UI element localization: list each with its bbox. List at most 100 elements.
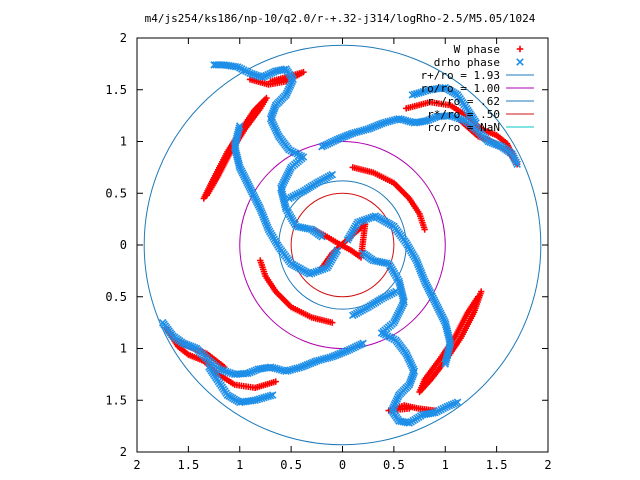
data-point-stroke <box>453 114 461 122</box>
data-point-stroke <box>382 118 390 127</box>
data-point-stroke <box>297 363 306 371</box>
data-point-stroke <box>343 346 352 355</box>
data-point <box>318 265 327 274</box>
data-point <box>414 260 422 269</box>
radius-circle-3 <box>290 192 395 298</box>
data-point-stroke <box>262 219 270 228</box>
data-point <box>425 116 433 124</box>
data-point <box>314 267 323 275</box>
data-point <box>248 367 256 376</box>
data-point-stroke <box>252 366 260 374</box>
data-point-stroke <box>310 268 318 277</box>
data-point <box>421 226 428 233</box>
data-point-stroke <box>384 117 392 126</box>
data-point <box>257 394 266 403</box>
data-point-stroke <box>278 190 287 199</box>
data-point <box>250 367 258 375</box>
data-point <box>406 405 413 412</box>
data-point-stroke <box>321 354 330 363</box>
data-point <box>368 123 376 132</box>
data-point-stroke <box>279 192 287 201</box>
data-point-stroke <box>234 157 242 165</box>
data-point-stroke <box>386 117 394 125</box>
x-tick-label: 2 <box>133 458 140 472</box>
data-point-stroke <box>266 391 275 400</box>
data-point <box>343 346 352 355</box>
data-point-stroke <box>212 61 220 69</box>
data-point <box>360 216 369 224</box>
data-point-stroke <box>417 269 426 277</box>
data-point <box>332 351 340 359</box>
data-point <box>310 268 318 277</box>
x-tick-label: 0.5 <box>383 458 405 472</box>
data-point <box>305 360 313 368</box>
data-point-stroke <box>263 221 271 230</box>
data-point <box>250 70 258 79</box>
y-tick-label: 1 <box>120 342 127 356</box>
data-point-stroke <box>441 358 450 366</box>
data-point-stroke <box>459 116 468 124</box>
data-point-stroke <box>316 266 325 274</box>
data-point-stroke <box>488 139 496 147</box>
data-point-stroke <box>390 116 399 124</box>
data-point <box>267 78 274 85</box>
data-point <box>354 218 362 226</box>
data-point <box>299 362 308 371</box>
data-point-stroke <box>341 132 349 141</box>
data-point-stroke <box>280 196 288 205</box>
data-point <box>412 256 421 265</box>
data-point <box>264 225 273 234</box>
data-point <box>323 264 331 272</box>
data-point <box>372 122 380 130</box>
data-point <box>441 360 450 368</box>
data-point <box>367 213 375 222</box>
data-point <box>260 393 268 402</box>
data-point <box>257 207 265 215</box>
data-point <box>158 318 167 327</box>
data-point <box>217 366 226 374</box>
data-point <box>264 392 273 401</box>
data-point <box>345 131 353 139</box>
data-point <box>248 70 256 78</box>
data-point <box>362 215 371 223</box>
data-point <box>230 370 239 379</box>
legend-label: W phase <box>454 43 500 56</box>
data-point-stroke <box>252 71 260 80</box>
data-point-stroke <box>309 358 317 367</box>
data-point <box>257 257 264 264</box>
data-point-stroke <box>445 335 454 343</box>
data-point <box>260 215 269 223</box>
data-point-stroke <box>457 115 466 124</box>
data-point <box>446 111 455 120</box>
data-point <box>333 135 342 144</box>
data-point <box>256 72 265 81</box>
data-point-stroke <box>271 103 279 111</box>
data-point <box>258 209 266 217</box>
data-point-stroke <box>415 89 423 97</box>
data-point-stroke <box>335 134 344 143</box>
data-point-stroke <box>360 126 368 135</box>
data-point-stroke <box>397 285 405 294</box>
data-point-stroke <box>444 331 453 339</box>
data-point-stroke <box>260 215 269 223</box>
data-point <box>338 349 346 357</box>
data-point <box>377 119 386 128</box>
data-point-stroke <box>353 128 361 136</box>
data-point-stroke <box>356 217 364 226</box>
data-point <box>254 72 263 80</box>
data-point <box>203 192 211 199</box>
data-point <box>235 122 244 130</box>
data-point-stroke <box>260 393 268 402</box>
data-point-stroke <box>345 131 353 139</box>
y-tick-label: 0.5 <box>105 290 127 304</box>
data-point <box>181 340 189 348</box>
data-point <box>427 115 435 123</box>
data-point-stroke <box>259 211 267 219</box>
data-point-stroke <box>281 202 290 211</box>
data-point-stroke <box>328 170 336 179</box>
data-point-stroke <box>375 120 384 129</box>
legend-label: rc/ro = NaN <box>427 121 500 134</box>
data-point-stroke <box>416 267 425 275</box>
data-point-stroke <box>315 356 323 365</box>
data-point <box>365 214 373 223</box>
